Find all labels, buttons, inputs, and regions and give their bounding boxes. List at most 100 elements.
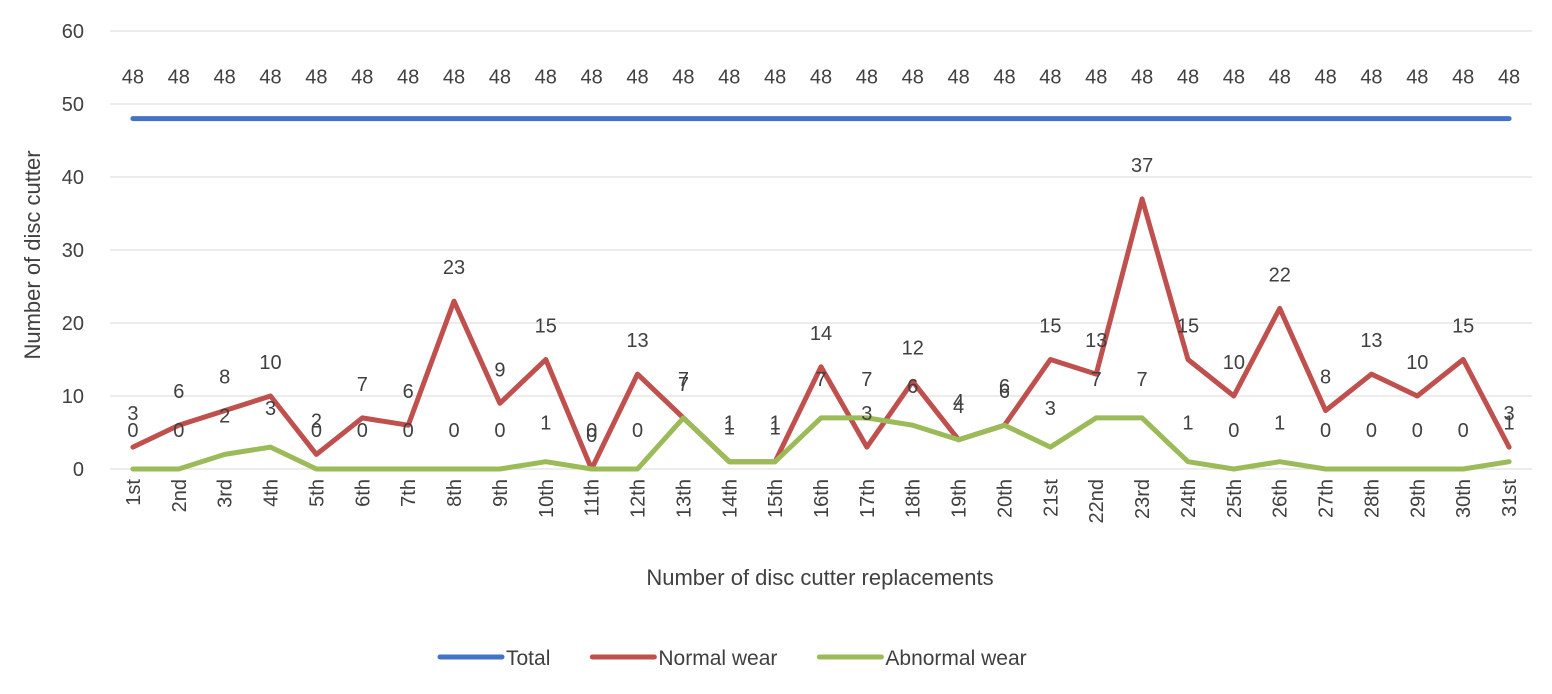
x-tick-label: 1st — [123, 479, 145, 506]
data-label: 10 — [1223, 352, 1245, 374]
data-label: 4 — [953, 391, 964, 413]
data-label: 48 — [1177, 67, 1199, 89]
series-line-abnormal-wear — [130, 415, 1512, 472]
data-label: 9 — [494, 359, 505, 381]
x-tick-label: 15th — [765, 479, 787, 518]
x-tick-label: 6th — [352, 479, 374, 507]
data-label: 4 — [953, 396, 964, 418]
data-label: 0 — [448, 420, 459, 442]
x-tick-label: 22nd — [1086, 479, 1108, 524]
x-tick-label: 16th — [811, 479, 833, 518]
data-label: 37 — [1131, 155, 1153, 177]
data-label: 10 — [259, 352, 281, 374]
x-tick-label: 8th — [444, 479, 466, 507]
x-tick-label: 17th — [857, 479, 879, 518]
data-label: 1 — [1182, 413, 1193, 435]
data-label: 48 — [902, 67, 924, 89]
data-label: 7 — [357, 374, 368, 396]
data-label: 48 — [1223, 67, 1245, 89]
x-tick-label: 14th — [719, 479, 741, 518]
data-label: 6 — [999, 381, 1010, 403]
data-label: 48 — [214, 67, 236, 89]
data-label: 14 — [810, 323, 832, 345]
data-label: 15 — [1452, 316, 1474, 338]
data-label: 48 — [489, 67, 511, 89]
x-tick-label: 27th — [1316, 479, 1338, 518]
x-tick-label: 23rd — [1132, 479, 1154, 519]
data-label: 6 — [999, 376, 1010, 398]
data-label: 0 — [127, 420, 138, 442]
x-tick-label: 12th — [628, 479, 650, 518]
data-label: 0 — [311, 420, 322, 442]
data-label: 48 — [626, 67, 648, 89]
x-tick-label: 29th — [1407, 479, 1429, 518]
data-label: 6 — [907, 376, 918, 398]
data-label: 1 — [724, 413, 735, 435]
data-label: 3 — [127, 403, 138, 425]
data-label: 48 — [672, 67, 694, 89]
data-label: 23 — [443, 257, 465, 279]
legend: Total Normal wear Abnormal wear — [437, 647, 1027, 670]
data-label: 7 — [1137, 369, 1148, 391]
x-tick-label: 4th — [261, 479, 283, 507]
data-label: 0 — [1412, 420, 1423, 442]
data-label: 48 — [122, 67, 144, 89]
x-tick-label: 24th — [1178, 479, 1200, 518]
data-label: 7 — [815, 369, 826, 391]
data-label: 10 — [1406, 352, 1428, 374]
data-label: 1 — [770, 413, 781, 435]
x-axis-ticks: 1st 2nd 3rd 4th 5th 6th 7th 8th 9th 10th 11th 12th 1… — [123, 479, 1521, 524]
data-label: 7 — [861, 369, 872, 391]
data-label: 1 — [1504, 413, 1515, 435]
data-label: 48 — [443, 67, 465, 89]
data-label: 1 — [1274, 413, 1285, 435]
data-label: 22 — [1269, 264, 1291, 286]
x-tick-label: 10th — [536, 479, 558, 518]
data-label: 48 — [1452, 67, 1474, 89]
series-line-normal-wear — [130, 196, 1512, 472]
data-label: 0 — [586, 425, 597, 447]
data-label: 1 — [724, 418, 735, 440]
y-axis-title: Number of disc cutter — [20, 150, 45, 359]
x-tick-label: 25th — [1224, 479, 1246, 518]
data-label: 2 — [219, 405, 230, 427]
data-label: 6 — [403, 381, 414, 403]
y-tick-label: 10 — [62, 386, 84, 408]
x-tick-label: 5th — [306, 479, 328, 507]
data-label: 7 — [678, 369, 689, 391]
x-tick-label: 18th — [903, 479, 925, 518]
data-label: 48 — [1131, 67, 1153, 89]
data-label: 48 — [535, 67, 557, 89]
legend-label: Total — [506, 647, 550, 670]
data-label: 48 — [168, 67, 190, 89]
data-label: 48 — [947, 67, 969, 89]
gridlines — [110, 30, 1532, 470]
y-axis-ticks: 0 10 20 30 40 50 60 — [62, 21, 84, 481]
data-label: 48 — [764, 67, 786, 89]
data-label: 48 — [581, 67, 603, 89]
x-tick-label: 28th — [1361, 479, 1383, 518]
y-tick-label: 0 — [73, 459, 84, 481]
data-label: 0 — [173, 420, 184, 442]
data-label: 2 — [311, 410, 322, 432]
data-label: 48 — [305, 67, 327, 89]
data-label: 48 — [259, 67, 281, 89]
data-label: 13 — [1360, 330, 1382, 352]
data-label: 48 — [397, 67, 419, 89]
x-tick-label: 31st — [1499, 479, 1521, 517]
x-tick-label: 26th — [1270, 479, 1292, 518]
data-label: 48 — [1406, 67, 1428, 89]
y-tick-label: 60 — [62, 21, 84, 43]
data-label: 3 — [1504, 403, 1515, 425]
x-tick-label: 3rd — [215, 479, 237, 508]
data-label: 15 — [535, 316, 557, 338]
data-label: 3 — [1045, 398, 1056, 420]
data-label: 0 — [1320, 420, 1331, 442]
x-tick-label: 19th — [949, 479, 971, 518]
data-label: 48 — [1039, 67, 1061, 89]
data-label: 13 — [626, 330, 648, 352]
data-label: 8 — [219, 367, 230, 389]
data-label: 0 — [586, 420, 597, 442]
data-label: 48 — [810, 67, 832, 89]
x-tick-label: 2nd — [169, 479, 191, 512]
